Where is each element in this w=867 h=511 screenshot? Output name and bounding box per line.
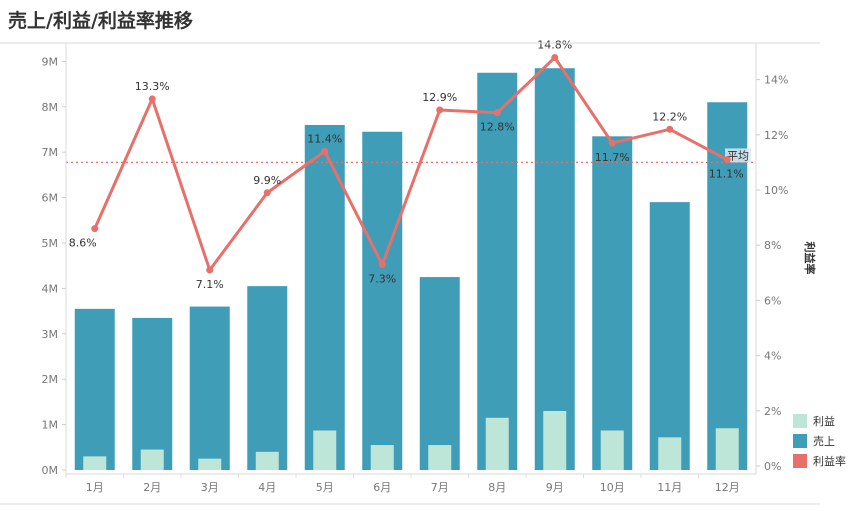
right-tick-label: 6% [764,294,781,307]
profit-rate-point [321,147,329,155]
profit-bar [428,445,452,470]
right-axis-title: 利益率 [803,242,817,275]
average-label: 平均 [727,149,749,162]
profit-bar [198,458,222,470]
left-tick-label: 7M [42,146,59,159]
left-tick-label: 9M [42,55,59,68]
right-tick-label: 12% [764,129,788,142]
left-tick-label: 3M [42,328,59,341]
average-reference-line: 平均 [66,148,756,163]
sales-bar [132,317,173,470]
sales-bar [74,308,115,470]
average-label-bg [725,148,751,163]
profit-rate-point [206,266,214,274]
left-tick-label: 5M [42,237,59,250]
x-tick-label: 4月 [258,481,276,494]
legend-label: 売上 [813,435,835,448]
rate-data-label: 8.6% [69,237,97,250]
right-tick-label: 4% [764,350,781,363]
sales-bar [304,124,345,471]
legend-swatch [793,434,807,448]
legend-swatch [793,454,807,468]
profit-rate-line [91,54,731,274]
x-tick-label: 2月 [143,481,161,494]
profit-bar [83,456,107,470]
profit-rate-point [551,54,559,62]
legend-label: 利益率 [813,454,846,468]
right-tick-label: 0% [764,460,781,473]
left-tick-label: 1M [42,419,59,432]
profit-bar [140,449,164,470]
rate-data-label: 9.9% [253,174,281,187]
profit-rate-point [493,109,501,117]
chart-title: 売上/利益/利益率推移 [8,10,193,32]
x-tick-label: 11月 [657,481,682,494]
profit-rate-point [91,225,99,233]
sales-bar [362,131,403,470]
profit-rate-point [723,156,731,164]
x-tick-label: 3月 [201,481,219,494]
sales-bars [74,68,748,471]
profit-rate-point [378,261,386,269]
sales-bar [189,306,230,470]
profit-bar [658,437,682,470]
right-tick-label: 8% [764,239,781,252]
sales-bar [534,68,575,471]
rate-data-label: 13.3% [135,80,170,93]
right-tick-label: 14% [764,74,788,87]
sales-bar [419,277,460,470]
sales-bar [707,102,748,470]
rate-data-label: 14.8% [537,39,572,52]
left-tick-label: 6M [42,192,59,205]
profit-bar [313,430,337,470]
data-labels: 8.6% 13.3% 7.1% 9.9% 11.4% 7.3% 12.9% 12.8% 14.8… [69,39,744,292]
rate-data-label: 12.8% [480,121,515,134]
x-tick-label: 5月 [316,481,334,494]
sales-bar [649,202,690,470]
rate-data-label: 12.2% [652,110,687,123]
sales-bar [592,136,633,470]
profit-rate-point [666,125,674,133]
x-tick-label: 8月 [488,481,506,494]
profit-rate-point [148,95,156,103]
x-tick-label: 9月 [546,481,564,494]
x-tick-label: 7月 [431,481,449,494]
right-tick-label: 10% [764,184,788,197]
right-tick-label: 2% [764,405,781,418]
profit-bar [543,410,567,470]
profit-rate-point [436,106,444,114]
profit-rate-point [608,139,616,147]
profit-rate-point [263,189,271,197]
rate-data-label: 11.7% [595,151,630,164]
profit-rate-polyline [93,56,728,272]
sales-bar [477,72,518,470]
legend-swatch [793,414,807,428]
rate-data-label: 12.9% [422,91,457,104]
left-tick-label: 4M [42,282,59,295]
profit-bars [83,410,739,470]
rate-data-label: 7.3% [368,273,396,286]
rate-data-label: 11.4% [307,132,342,145]
rate-data-label: 11.1% [709,168,744,181]
x-tick-label: 1月 [86,481,104,494]
left-tick-label: 0M [42,464,59,477]
x-tick-label: 10月 [600,481,625,494]
profit-bar [600,430,624,470]
axes: 0M 1M 2M 3M 4M 5M 6M 7M 8M 9M 0% 2% 4% 6% 8% 10% 12% 14% 利… [0,42,820,505]
profit-bar [485,417,509,470]
profit-bar [370,445,394,470]
rate-data-label: 7.1% [196,278,224,291]
left-tick-label: 8M [42,101,59,114]
profit-bar [255,451,279,470]
profit-bar [715,428,739,470]
sales-bar [247,286,288,470]
left-tick-label: 2M [42,373,59,386]
legend-label: 利益 [813,414,835,428]
x-tick-label: 6月 [373,481,391,494]
x-tick-label: 12月 [715,481,740,494]
